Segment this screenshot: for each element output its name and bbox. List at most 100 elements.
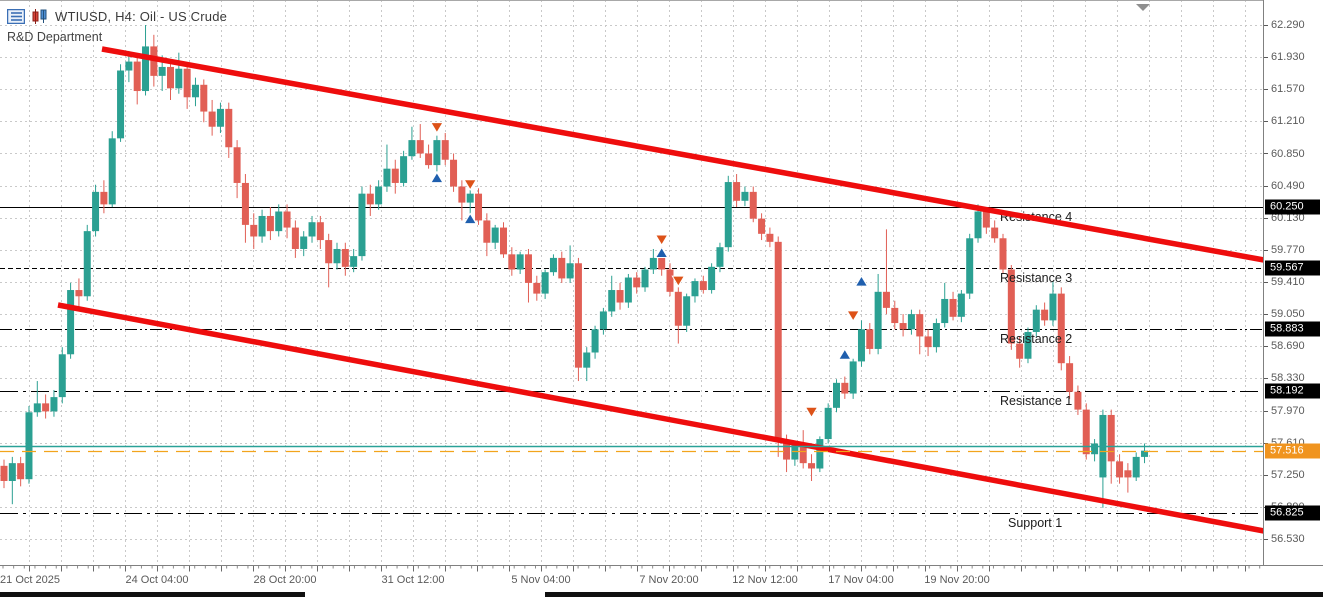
candle-body bbox=[117, 70, 125, 139]
time-axis-label: 31 Oct 12:00 bbox=[381, 574, 445, 586]
time-axis[interactable]: 21 Oct 2025 24 Oct 04:00 28 Oct 20:00 31 Oc… bbox=[0, 565, 1323, 593]
candle-body bbox=[1124, 470, 1132, 478]
time-axis-label: 24 Oct 04:00 bbox=[125, 574, 189, 586]
candle-body bbox=[67, 290, 75, 355]
candle-body bbox=[974, 211, 982, 239]
price-tick-label: 59.050 bbox=[1271, 308, 1305, 321]
candle-body bbox=[641, 269, 649, 288]
candle-body bbox=[658, 257, 666, 270]
candle-body bbox=[275, 211, 283, 232]
candle-body bbox=[1132, 456, 1140, 478]
price-tick-mark bbox=[1264, 250, 1268, 251]
candle-body bbox=[1066, 363, 1074, 392]
journal-icon[interactable] bbox=[6, 8, 26, 25]
candle-body bbox=[291, 227, 299, 249]
candle-body bbox=[100, 191, 108, 205]
candle-body bbox=[1107, 414, 1115, 462]
price-axis[interactable]: 62.290 61.930 61.570 61.210 60.850 60.490 60.1… bbox=[1263, 0, 1323, 565]
candle-body bbox=[766, 233, 774, 242]
level-label-resistance-1[interactable]: Resistance 1 bbox=[1000, 394, 1072, 408]
price-tick-label: 61.930 bbox=[1271, 51, 1305, 64]
price-tick-label: 62.290 bbox=[1271, 19, 1305, 31]
candle-body bbox=[932, 323, 940, 348]
signal-arrow-down bbox=[463, 179, 478, 191]
candle-body bbox=[358, 193, 366, 257]
level-label-support-1[interactable]: Support 1 bbox=[1008, 516, 1062, 530]
candle-body bbox=[874, 291, 882, 349]
signal-arrow-down bbox=[846, 310, 861, 322]
candle-body bbox=[857, 329, 865, 362]
candle-body bbox=[1049, 293, 1057, 321]
candle-body bbox=[0, 465, 8, 481]
upper-channel-line[interactable] bbox=[101, 46, 1265, 263]
lower-channel-line[interactable] bbox=[57, 302, 1265, 534]
candle-body bbox=[383, 168, 391, 187]
candle-body bbox=[158, 66, 166, 76]
candle-body bbox=[524, 254, 532, 283]
price-tick-label: 56.530 bbox=[1271, 533, 1305, 545]
candle-body bbox=[58, 354, 66, 398]
candle-body bbox=[42, 403, 50, 412]
price-tick-mark bbox=[1264, 218, 1268, 219]
candle-body bbox=[508, 254, 516, 270]
candle-body bbox=[774, 241, 782, 442]
candle-body bbox=[599, 311, 607, 330]
candle-body bbox=[200, 84, 208, 112]
signal-arrow-up bbox=[837, 348, 852, 360]
candle-body bbox=[808, 463, 816, 469]
signal-arrow-down bbox=[654, 234, 669, 247]
candle-body bbox=[533, 282, 541, 294]
candle-body bbox=[33, 403, 41, 413]
level-label-resistance-2[interactable]: Resistance 2 bbox=[1000, 332, 1072, 346]
candle-body bbox=[208, 111, 216, 127]
candle-body bbox=[1091, 443, 1099, 455]
candle-body bbox=[674, 291, 682, 326]
price-tick-mark bbox=[1264, 411, 1268, 412]
shift-marker-icon[interactable] bbox=[1136, 4, 1150, 11]
candle-body bbox=[824, 407, 832, 440]
price-tick-label: 59.410 bbox=[1271, 276, 1305, 288]
candle-body bbox=[624, 277, 632, 303]
candle-body bbox=[375, 186, 383, 205]
candle-body bbox=[17, 463, 25, 480]
candle-body bbox=[841, 382, 849, 394]
price-tick-mark bbox=[1264, 186, 1268, 187]
price-tick-mark bbox=[1264, 314, 1268, 315]
time-axis-label: 21 Oct 2025 bbox=[0, 574, 60, 586]
candle-body bbox=[549, 257, 557, 273]
price-tick-mark bbox=[1264, 25, 1268, 26]
candle-body bbox=[616, 290, 624, 303]
candle-body bbox=[916, 314, 924, 337]
candle-body bbox=[583, 352, 591, 368]
candle-body bbox=[924, 336, 932, 348]
bottom-strip-left bbox=[0, 592, 305, 597]
price-tick-mark bbox=[1264, 346, 1268, 347]
candle-body bbox=[566, 263, 574, 279]
candle-body bbox=[408, 140, 416, 157]
candle-body bbox=[749, 191, 757, 219]
time-axis-label: 19 Nov 20:00 bbox=[924, 574, 990, 586]
candle-body bbox=[8, 463, 16, 481]
signal-arrow-up bbox=[463, 212, 478, 225]
candle-body bbox=[258, 215, 266, 237]
price-tick-label: 60.490 bbox=[1271, 179, 1305, 192]
signal-arrow-down bbox=[804, 406, 819, 419]
candlestick-mode-icon[interactable] bbox=[31, 9, 49, 24]
candle-body bbox=[1041, 309, 1049, 321]
price-tick-label: 60.130 bbox=[1271, 211, 1305, 224]
price-tick-mark bbox=[1264, 378, 1268, 379]
candle-body bbox=[991, 227, 999, 239]
price-tick-mark bbox=[1264, 121, 1268, 122]
candle-body bbox=[225, 108, 233, 148]
candle-body bbox=[1082, 409, 1090, 455]
signal-arrow-up bbox=[654, 246, 669, 259]
candle-body bbox=[433, 140, 441, 166]
candle-body bbox=[350, 256, 358, 267]
time-axis-label: 28 Oct 20:00 bbox=[253, 574, 317, 586]
level-label-resistance-3[interactable]: Resistance 3 bbox=[1000, 271, 1072, 285]
candle-body bbox=[283, 211, 291, 228]
candle-body bbox=[574, 263, 582, 368]
candle-body bbox=[691, 281, 699, 297]
watermark-text: R&D Department bbox=[7, 30, 103, 44]
